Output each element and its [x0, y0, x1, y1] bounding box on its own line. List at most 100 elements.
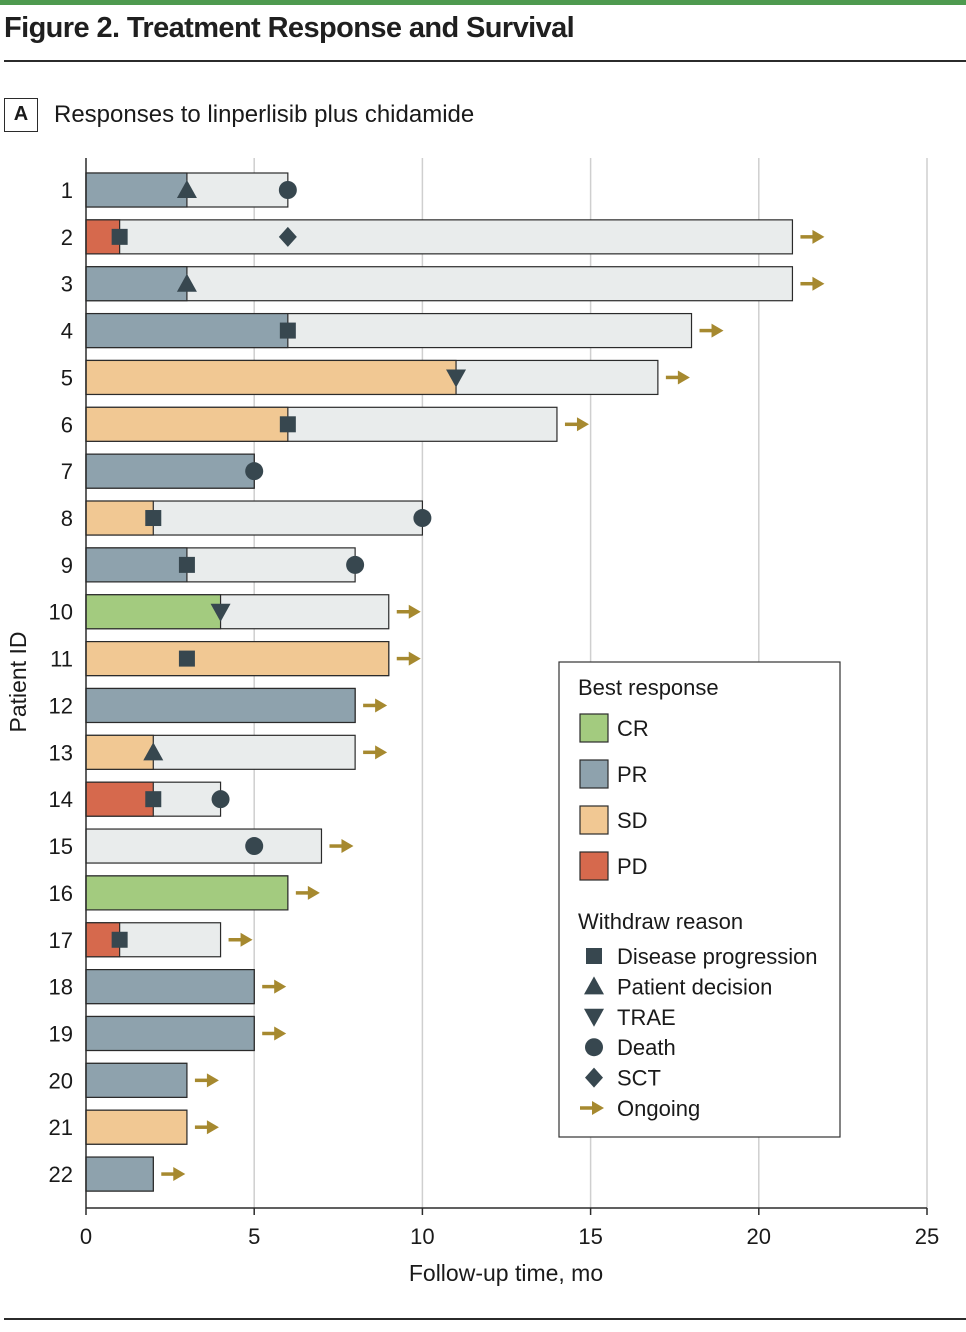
- legend-swatch-CR: [579, 713, 609, 743]
- response-bar-PR: [85, 969, 255, 1005]
- ongoing-arrow: [161, 1167, 186, 1182]
- patient-row-2: 2: [61, 219, 825, 255]
- response-bar-SD: [85, 640, 390, 677]
- patient-id-label: 1: [61, 178, 73, 203]
- marker-square: [178, 556, 195, 573]
- x-tick-label: 10: [410, 1224, 434, 1249]
- ongoing-arrow: [329, 839, 354, 854]
- legend-icon-triangle-down: [584, 1008, 604, 1027]
- legend-reason-label: Patient decision: [617, 974, 772, 999]
- legend-icon-diamond: [585, 1067, 603, 1088]
- ongoing-arrow: [262, 1026, 287, 1041]
- legend-swatch-PR: [579, 759, 609, 789]
- y-axis-label: Patient ID: [5, 632, 31, 733]
- patient-row-18: 18: [49, 969, 287, 1005]
- ongoing-arrow: [699, 323, 724, 338]
- ongoing-arrow: [262, 979, 287, 994]
- x-tick-label: 20: [747, 1224, 771, 1249]
- ongoing-arrow-head: [206, 1073, 219, 1088]
- patient-row-13: 13: [49, 734, 388, 770]
- legend-reason-label: Death: [617, 1035, 676, 1060]
- patient-row-12: 12: [49, 687, 388, 724]
- patient-row-14: 14: [49, 781, 230, 817]
- marker-square: [279, 322, 296, 339]
- response-bar-CR: [85, 875, 289, 911]
- panel-title: Responses to linperlisib plus chidamide: [54, 101, 475, 128]
- patient-row-10: 10: [49, 594, 421, 630]
- legend-response-label: SD: [617, 808, 648, 833]
- marker-square: [145, 510, 162, 527]
- patient-row-22: 22: [49, 1156, 186, 1192]
- legend-response-label: CR: [617, 716, 649, 741]
- patient-row-11: 11: [50, 640, 421, 677]
- ongoing-arrow-head: [576, 417, 589, 432]
- ongoing-arrow: [665, 370, 690, 385]
- response-bar-PR: [85, 1062, 188, 1098]
- marker-square: [145, 791, 162, 808]
- ongoing-arrow: [800, 276, 825, 291]
- patient-id-label: 9: [61, 553, 73, 578]
- ongoing-arrow-head: [592, 1101, 604, 1115]
- ongoing-arrow-head: [274, 979, 287, 994]
- patient-row-3: 3: [61, 266, 825, 302]
- ongoing-arrow-head: [341, 839, 354, 854]
- patient-row-4: 4: [61, 312, 724, 349]
- response-bar-CR: [85, 594, 222, 630]
- ongoing-arrow-head: [812, 229, 825, 244]
- patient-row-15: 15: [49, 828, 354, 864]
- ongoing-arrow-head: [408, 604, 421, 619]
- patient-id-label: 5: [61, 365, 73, 390]
- title-divider: [4, 60, 966, 62]
- patient-id-label: 6: [61, 412, 73, 437]
- patient-row-20: 20: [49, 1062, 219, 1098]
- patient-id-label: 14: [49, 787, 73, 812]
- response-bar-PR: [85, 453, 255, 489]
- patient-id-label: 4: [61, 319, 73, 344]
- x-axis-label: Follow-up time, mo: [409, 1260, 603, 1286]
- patient-row-7: 7: [61, 453, 264, 489]
- ongoing-arrow-head: [206, 1120, 219, 1135]
- ongoing-arrow: [363, 698, 388, 713]
- ongoing-arrow-head: [375, 745, 388, 760]
- panel-label: A: [4, 98, 38, 132]
- marker-square: [111, 228, 128, 245]
- ongoing-arrow-head: [274, 1026, 287, 1041]
- patient-id-label: 7: [61, 459, 73, 484]
- response-bar-SD: [85, 734, 154, 770]
- patient-id-label: 19: [49, 1021, 73, 1046]
- response-bar-PR: [85, 312, 289, 349]
- patient-id-label: 12: [49, 693, 73, 718]
- marker-circle: [211, 790, 230, 809]
- patient-id-label: 20: [49, 1068, 73, 1093]
- x-tick-label: 15: [578, 1224, 602, 1249]
- marker-triangle-up: [143, 742, 164, 761]
- x-tick-label: 0: [80, 1224, 92, 1249]
- ongoing-arrow: [363, 745, 388, 760]
- patient-row-16: 16: [49, 875, 320, 911]
- patient-id-label: 11: [50, 647, 73, 672]
- bottom-rule: [4, 1318, 966, 1320]
- legend-swatch-SD: [579, 805, 609, 835]
- legend-response-label: PR: [617, 762, 648, 787]
- patient-id-label: 8: [61, 506, 73, 531]
- ongoing-arrow: [295, 885, 320, 900]
- response-bar-PR: [85, 687, 356, 724]
- patient-row-9: 9: [61, 547, 365, 583]
- legend-swatch-PD: [579, 851, 609, 881]
- ongoing-arrow: [800, 229, 825, 244]
- legend-icon-triangle-up: [584, 976, 604, 995]
- legend-reason-title: Withdraw reason: [578, 909, 743, 934]
- legend-response-title: Best response: [578, 675, 719, 700]
- marker-triangle-up: [176, 273, 197, 292]
- response-bar-PR: [85, 1156, 154, 1192]
- marker-circle: [245, 462, 264, 481]
- ongoing-arrow-head: [173, 1167, 186, 1182]
- patient-id-label: 18: [49, 975, 73, 1000]
- response-bar-PR: [85, 1015, 255, 1052]
- followup-bar: [85, 219, 794, 255]
- marker-circle: [346, 555, 365, 574]
- legend-reason-label: TRAE: [617, 1005, 676, 1030]
- x-tick-label: 5: [248, 1224, 260, 1249]
- patient-row-19: 19: [49, 1015, 287, 1052]
- ongoing-arrow-head: [677, 370, 690, 385]
